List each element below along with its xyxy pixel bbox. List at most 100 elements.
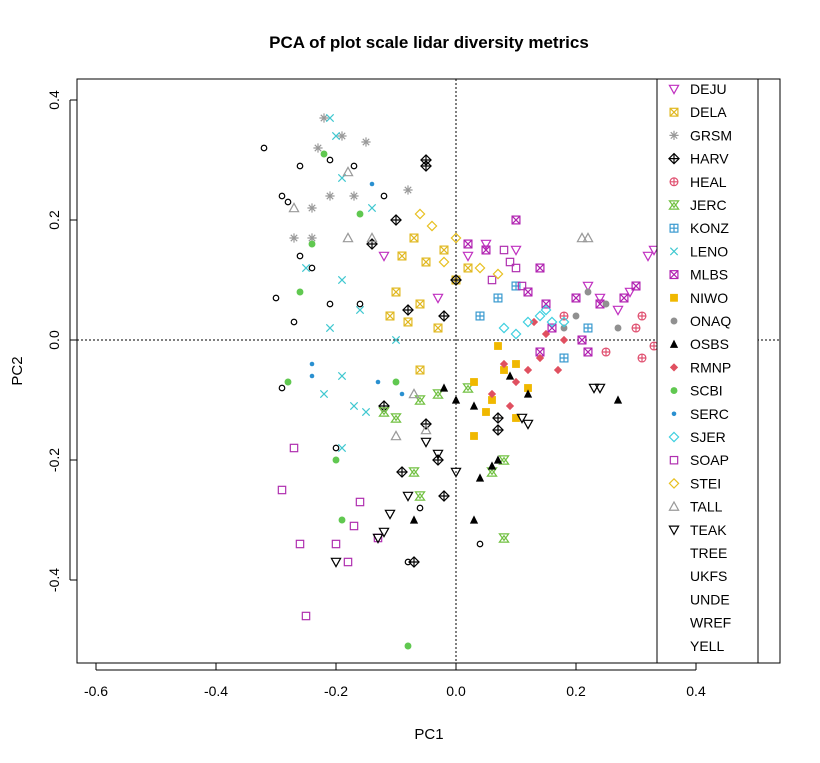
legend-item-osbs: OSBS: [669, 336, 729, 352]
series-onaq: [560, 288, 622, 332]
point-heal: [631, 323, 641, 333]
point-teak: [402, 491, 414, 502]
legend-marker-leno: [669, 247, 679, 256]
point-leno: [337, 443, 347, 453]
legend-marker-konz: [669, 223, 679, 233]
point-dela: [391, 287, 401, 297]
point-unlabeled: [272, 294, 280, 302]
legend-marker-grsm: [669, 130, 679, 140]
point-sjer: [522, 316, 534, 328]
legend-item-serc: SERC: [671, 406, 729, 422]
legend-marker-rmnp: [669, 363, 679, 372]
point-dela: [403, 317, 413, 327]
point-osbs: [505, 371, 515, 380]
legend-label: LENO: [690, 243, 728, 259]
legend-item-stei: STEI: [668, 475, 721, 491]
series-stei: [414, 208, 504, 280]
series-osbs: [409, 371, 623, 524]
point-tall: [342, 166, 354, 177]
legend-item-scbi: SCBI: [670, 383, 723, 399]
point-scbi: [338, 516, 346, 524]
point-stei: [438, 256, 450, 268]
legend-label: TALL: [690, 499, 723, 515]
point-mlbs: [577, 335, 587, 345]
point-soap: [301, 611, 311, 621]
point-rmnp: [553, 365, 563, 375]
point-leno: [355, 305, 365, 315]
legend-item-mlbs: MLBS: [669, 267, 728, 283]
legend-item-jerc: JERC: [668, 197, 727, 213]
point-unlabeled: [278, 192, 286, 200]
legend-marker-sjer: [668, 431, 680, 443]
legend-marker-stei: [668, 477, 680, 489]
point-scbi: [392, 378, 400, 386]
point-harv: [432, 454, 444, 466]
point-deju: [624, 287, 636, 298]
point-unlabeled: [356, 300, 364, 308]
y-tick-label: 0.0: [46, 330, 62, 350]
point-leno: [367, 203, 377, 213]
point-dela: [415, 365, 425, 375]
point-unlabeled: [284, 198, 292, 206]
point-scbi: [284, 378, 292, 386]
series-tall: [288, 166, 594, 441]
series-konz: [475, 281, 593, 363]
point-unlabeled: [476, 540, 484, 548]
point-sjer: [540, 304, 552, 316]
point-leno: [391, 335, 401, 345]
x-tick-label: -0.2: [324, 683, 348, 699]
point-dela: [397, 251, 407, 261]
x-axis: -0.6 -0.4 -0.2 0.0 0.2 0.4: [84, 663, 706, 699]
point-rmnp: [487, 389, 497, 399]
legend-item-harv: HARV: [668, 151, 729, 167]
series-grsm: [289, 113, 413, 243]
point-grsm: [349, 191, 359, 201]
point-harv: [438, 310, 450, 322]
legend-marker-scbi: [670, 387, 678, 395]
legend-item-leno: LENO: [669, 243, 728, 259]
point-dela: [421, 257, 431, 267]
point-soap: [487, 275, 497, 285]
point-mlbs: [547, 323, 557, 333]
point-teak: [594, 383, 606, 394]
point-heal: [637, 353, 647, 363]
series-harv: [366, 154, 504, 568]
point-sjer: [498, 322, 510, 334]
point-dela: [415, 299, 425, 309]
point-konz: [559, 353, 569, 363]
series-scbi: [284, 150, 412, 650]
legend-marker-teak: [668, 525, 680, 536]
point-stei: [450, 232, 462, 244]
point-tall: [288, 202, 300, 213]
point-konz: [493, 293, 503, 303]
point-teak: [330, 557, 342, 568]
point-rmnp: [559, 335, 569, 345]
point-jerc: [462, 383, 474, 393]
point-rmnp: [499, 359, 509, 369]
point-teak: [588, 383, 600, 394]
point-grsm: [289, 233, 299, 243]
point-niwo: [470, 432, 478, 440]
point-osbs: [469, 515, 479, 524]
legend-item-tree: TREE: [690, 545, 727, 561]
point-stei: [414, 208, 426, 220]
point-grsm: [325, 191, 335, 201]
legend-marker-jerc: [668, 200, 680, 210]
point-niwo: [488, 396, 496, 404]
legend-item-niwo: NIWO: [670, 290, 728, 306]
point-harv: [450, 274, 462, 286]
point-tall: [342, 232, 354, 243]
point-niwo: [512, 414, 520, 422]
legend-item-unde: UNDE: [690, 591, 730, 607]
point-rmnp: [523, 365, 533, 375]
legend-item-konz: KONZ: [669, 220, 729, 236]
point-unlabeled: [350, 162, 358, 170]
point-leno: [301, 263, 311, 273]
y-tick-label: -0.4: [46, 568, 62, 592]
y-tick-label: -0.2: [46, 448, 62, 472]
point-deju: [510, 245, 522, 256]
point-konz: [583, 323, 593, 333]
point-dela: [439, 245, 449, 255]
point-niwo: [524, 384, 532, 392]
